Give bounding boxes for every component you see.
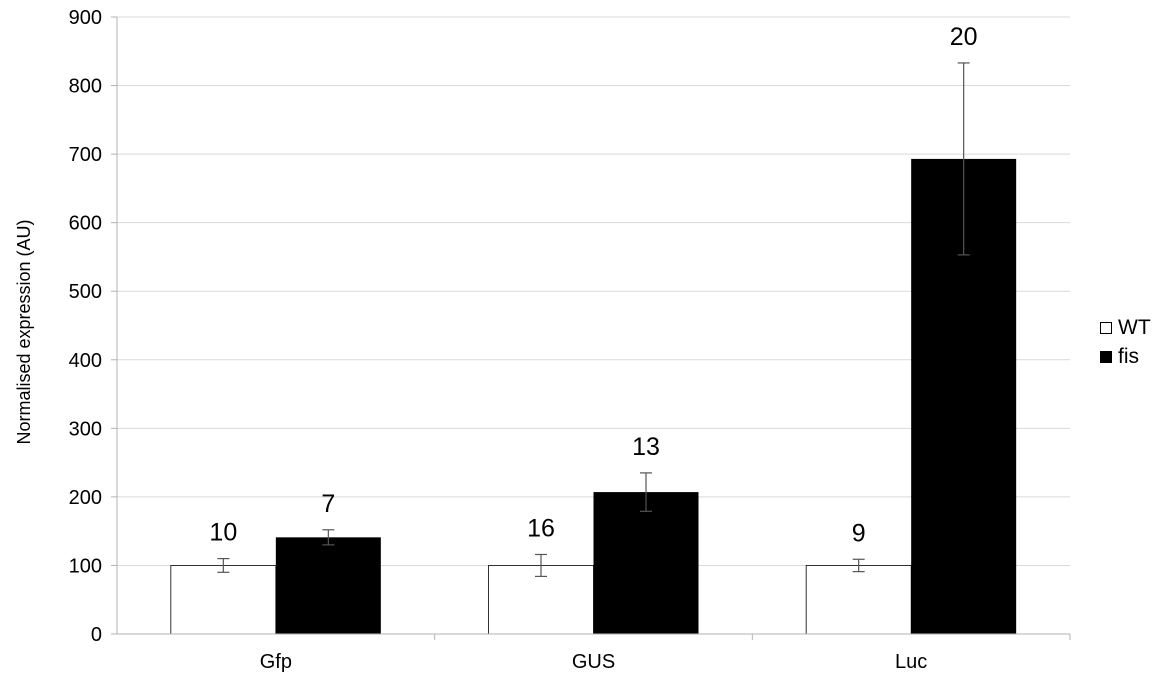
y-axis-title: Normalised expression (AU) bbox=[14, 219, 34, 444]
y-tick-label: 900 bbox=[69, 7, 102, 29]
data-label: 9 bbox=[852, 519, 866, 547]
data-label: 20 bbox=[950, 23, 978, 51]
legend-swatch-fis bbox=[1100, 350, 1112, 363]
data-label: 13 bbox=[632, 433, 660, 461]
legend-label-fis: fis bbox=[1118, 344, 1139, 368]
data-labels: 10 7 16 13 9 20 bbox=[209, 23, 977, 547]
data-label: 10 bbox=[209, 519, 237, 547]
y-tick-label: 300 bbox=[69, 418, 102, 440]
y-tick-labels: 0 100 200 300 400 500 600 700 800 900 bbox=[69, 7, 102, 646]
y-tick-label: 100 bbox=[69, 555, 102, 577]
y-tick-label: 600 bbox=[69, 213, 102, 235]
y-tick-label: 800 bbox=[69, 76, 102, 98]
legend: WT fis bbox=[1100, 313, 1151, 371]
y-tick-label: 400 bbox=[69, 350, 102, 372]
legend-label-wt: WT bbox=[1118, 315, 1151, 339]
legend-swatch-wt bbox=[1100, 321, 1112, 334]
y-tick-label: 200 bbox=[69, 487, 102, 509]
y-tick-label: 500 bbox=[69, 281, 102, 303]
legend-item-wt: WT bbox=[1100, 313, 1151, 342]
bar-wt-gfp bbox=[170, 565, 277, 635]
bar-wt-luc bbox=[805, 565, 912, 635]
x-tick-label: Gfp bbox=[260, 651, 292, 673]
x-tick-labels: Gfp GUS Luc bbox=[260, 651, 928, 673]
axes bbox=[116, 17, 1071, 640]
legend-item-fis: fis bbox=[1100, 342, 1151, 371]
bar-fis-gus bbox=[593, 492, 699, 634]
y-tick-label: 0 bbox=[91, 624, 102, 646]
data-label: 16 bbox=[527, 514, 555, 542]
bars bbox=[170, 158, 1017, 635]
bar-fis-gfp bbox=[275, 537, 381, 634]
data-label: 7 bbox=[321, 490, 335, 518]
x-tick-label: GUS bbox=[572, 651, 615, 673]
y-tick-label: 700 bbox=[69, 144, 102, 166]
x-tick-label: Luc bbox=[895, 651, 927, 673]
error-bars bbox=[217, 62, 970, 578]
